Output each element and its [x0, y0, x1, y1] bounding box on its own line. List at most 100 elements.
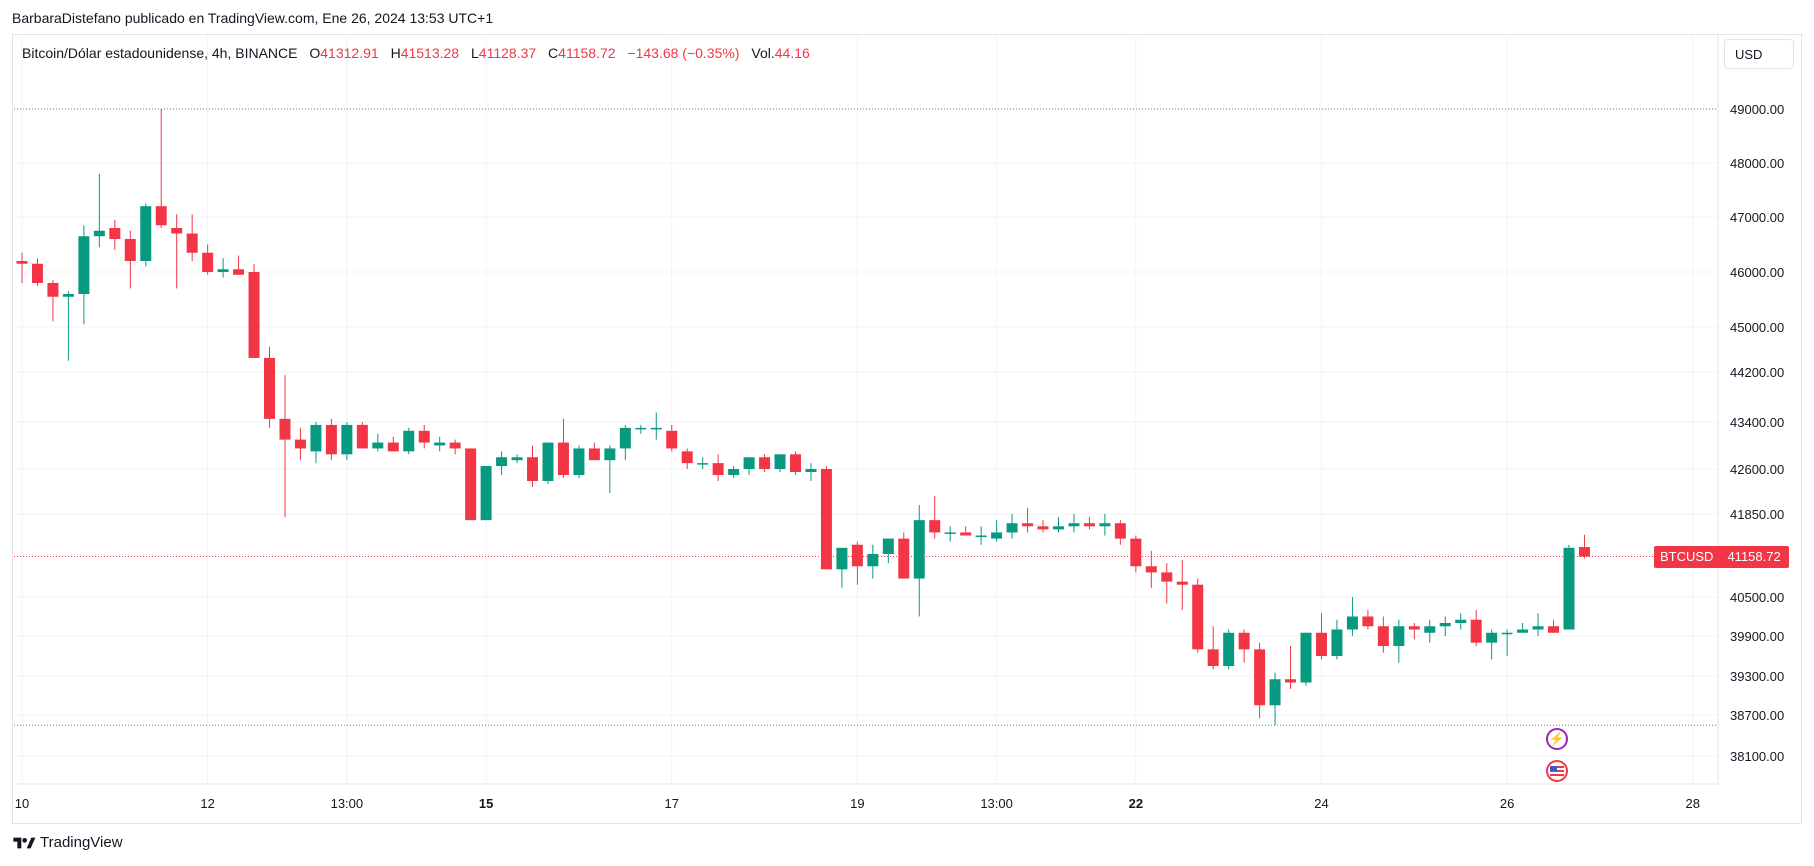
candle-body[interactable] [325, 424, 337, 455]
candle-body[interactable] [1424, 626, 1436, 633]
candle-body[interactable] [666, 430, 678, 449]
candle-body[interactable] [1052, 526, 1064, 530]
candle-body[interactable] [1114, 523, 1126, 539]
candle-body[interactable] [264, 357, 276, 419]
candle-body[interactable] [728, 469, 740, 475]
candle-body[interactable] [78, 236, 90, 294]
candle-body[interactable] [1192, 584, 1204, 650]
currency-button[interactable]: USD [1724, 39, 1794, 69]
candle-body[interactable] [202, 252, 214, 272]
candle-body[interactable] [1083, 523, 1095, 527]
candle-body[interactable] [1300, 632, 1312, 683]
candle-body[interactable] [573, 448, 585, 475]
candle-body[interactable] [1532, 626, 1544, 630]
candle-body[interactable] [62, 294, 74, 297]
candle-body[interactable] [743, 457, 755, 469]
candle-body[interactable] [1207, 649, 1219, 666]
candle-body[interactable] [1006, 523, 1018, 533]
candle-body[interactable] [774, 454, 786, 469]
candle-body[interactable] [233, 269, 245, 275]
candle-body[interactable] [975, 535, 987, 538]
candle-body[interactable] [557, 442, 569, 475]
us-flag-icon[interactable] [1546, 760, 1568, 782]
candle-body[interactable] [960, 532, 972, 536]
candle-body[interactable] [913, 520, 925, 579]
candle-body[interactable] [1517, 629, 1529, 633]
candle-body[interactable] [1161, 572, 1173, 582]
candle-body[interactable] [1254, 649, 1266, 706]
candle-body[interactable] [790, 454, 801, 472]
candle-body[interactable] [836, 547, 848, 570]
candle-body[interactable] [619, 427, 631, 449]
candle-body[interactable] [480, 466, 492, 521]
candle-body[interactable] [650, 427, 662, 430]
candle-body[interactable] [1068, 523, 1080, 527]
candle-body[interactable] [155, 206, 167, 226]
candle-body[interactable] [1022, 523, 1034, 527]
lightning-icon[interactable]: ⚡ [1546, 728, 1568, 750]
candle-body[interactable] [712, 463, 724, 475]
candle-body[interactable] [681, 451, 693, 464]
candle-body[interactable] [588, 448, 600, 461]
candle-body[interactable] [109, 228, 121, 239]
candle-body[interactable] [991, 532, 1003, 539]
candle-body[interactable] [310, 424, 322, 452]
candle-body[interactable] [465, 448, 477, 521]
candle-body[interactable] [1269, 679, 1281, 706]
candle-body[interactable] [93, 230, 105, 237]
candle-body[interactable] [387, 442, 399, 452]
candle-body[interactable] [1486, 632, 1498, 643]
candle-body[interactable] [1346, 616, 1358, 630]
candle-body[interactable] [186, 233, 198, 253]
candle-body[interactable] [248, 272, 260, 358]
candle-body[interactable] [1315, 632, 1327, 656]
candle-body[interactable] [47, 283, 59, 297]
candle-body[interactable] [279, 418, 291, 440]
candle-body[interactable] [1099, 523, 1111, 527]
candle-body[interactable] [140, 206, 152, 261]
candle-body[interactable] [341, 424, 353, 455]
candle-body[interactable] [1145, 566, 1157, 573]
candle-body[interactable] [882, 538, 894, 554]
candle-body[interactable] [1285, 679, 1297, 683]
candle-body[interactable] [418, 430, 430, 443]
candle-body[interactable] [1362, 616, 1374, 627]
candle-body[interactable] [1238, 632, 1250, 650]
candle-body[interactable] [1563, 547, 1575, 630]
candle-body[interactable] [1578, 547, 1590, 557]
candle-body[interactable] [697, 463, 709, 465]
candle-body[interactable] [449, 442, 461, 449]
candle-body[interactable] [867, 553, 879, 567]
candle-body[interactable] [16, 261, 28, 264]
candle-body[interactable] [1176, 581, 1188, 585]
candle-body[interactable] [759, 457, 771, 469]
candle-body[interactable] [511, 457, 523, 461]
candle-body[interactable] [496, 457, 508, 467]
candle-body[interactable] [805, 469, 817, 472]
candle-body[interactable] [851, 544, 863, 567]
candle-body[interactable] [1223, 632, 1235, 666]
candle-body[interactable] [403, 430, 415, 452]
candle-body[interactable] [1408, 626, 1420, 630]
candle-body[interactable] [1377, 626, 1389, 646]
candle-body[interactable] [31, 263, 43, 283]
candle-body[interactable] [1470, 619, 1482, 643]
candle-body[interactable] [527, 457, 539, 481]
candle-body[interactable] [604, 448, 616, 461]
candle-body[interactable] [944, 532, 956, 534]
candle-body[interactable] [1037, 526, 1049, 530]
candle-body[interactable] [898, 538, 910, 579]
candle-body[interactable] [124, 239, 136, 261]
candle-body[interactable] [929, 520, 941, 533]
candle-body[interactable] [1331, 629, 1343, 657]
candle-body[interactable] [820, 469, 832, 570]
candle-body[interactable] [372, 442, 384, 449]
candle-body[interactable] [294, 439, 306, 449]
candle-body[interactable] [1455, 619, 1467, 623]
candle-body[interactable] [434, 442, 446, 446]
tradingview-brand[interactable]: TradingView [12, 834, 123, 851]
candle-body[interactable] [1130, 538, 1142, 567]
candle-body[interactable] [635, 427, 647, 430]
candle-body[interactable] [1439, 623, 1451, 627]
candle-body[interactable] [356, 424, 368, 449]
